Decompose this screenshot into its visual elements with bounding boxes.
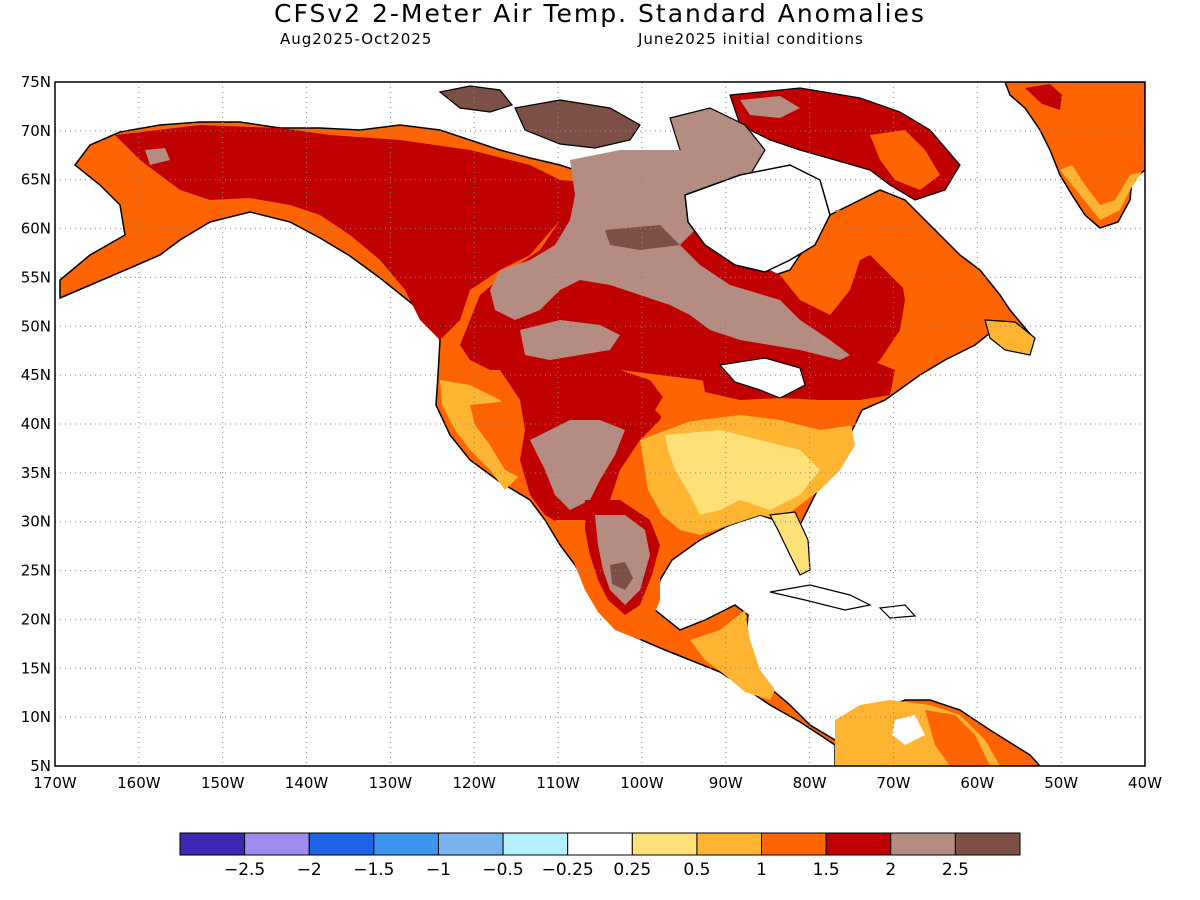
colorbar-swatch: [631, 832, 698, 856]
greenland-anomaly-0-5: [1060, 165, 1142, 220]
arctic-islands-anomaly-2-5: [740, 96, 800, 118]
colorbar-label: 1.5: [813, 860, 840, 880]
colorbar-label: −0.25: [542, 860, 594, 880]
colorbar-label: −2.5: [224, 860, 265, 880]
lon-tick-label: 100W: [620, 774, 664, 792]
colorbar-swatch: [954, 832, 1021, 856]
lon-tick-label: 50W: [1044, 774, 1078, 792]
lat-tick-label: 30N: [21, 513, 51, 531]
colorbar-swatch: [437, 832, 504, 856]
mexico-anomaly-3: [610, 562, 633, 590]
hudson-bay: [684, 164, 831, 273]
lon-tick-label: 160W: [117, 774, 161, 792]
florida: [769, 511, 811, 576]
lat-tick-label: 10N: [21, 708, 51, 726]
central-america-anomaly-1: [690, 610, 775, 700]
map-gridlines: [55, 82, 1145, 766]
lon-tick-label: 70W: [877, 774, 911, 792]
lat-tick-label: 75N: [21, 73, 51, 91]
longitude-tick-labels: 170W 160W 150W 140W 130W 120W 110W 100W 90W 80W 70…: [33, 774, 1162, 792]
latitude-tick-labels: 75N 70N 65N 60N 55N 50N 45N 40N 35N 30N 25N 20N 15N 1…: [21, 73, 51, 775]
colorbar-label: 0.5: [683, 860, 710, 880]
lat-tick-label: 15N: [21, 659, 51, 677]
hudson-region-anomaly-2-5: [490, 150, 850, 360]
us-southeast-anomaly-0-5: [665, 430, 820, 515]
lon-tick-label: 60W: [960, 774, 994, 792]
lon-tick-label: 110W: [536, 774, 580, 792]
colorbar-label: 2.5: [942, 860, 969, 880]
hispaniola: [878, 604, 917, 619]
colorbar-label: 1: [756, 860, 767, 880]
colorbar-label: −2: [297, 860, 322, 880]
lat-tick-label: 45N: [21, 366, 51, 384]
plot-frame: [54, 81, 1146, 767]
labrador-anomaly-1-5: [835, 210, 975, 315]
greenland-anomaly-2: [1025, 84, 1062, 110]
colorbar-swatch: [567, 832, 633, 856]
colorbar-swatch: [502, 832, 569, 856]
lon-tick-label: 140W: [285, 774, 329, 792]
colorbar: −2.5 −2 −1.5 −1 −0.5 −0.25 0.25 0.5 1 1.5 2 2.5: [179, 832, 1021, 880]
south-america-anomaly-1-5: [925, 710, 990, 766]
alaska-anomaly-2: [115, 125, 560, 340]
lon-tick-label: 90W: [709, 774, 743, 792]
colorbar-swatch: [244, 832, 310, 856]
lat-tick-label: 65N: [21, 171, 51, 189]
colorbar-swatch: [696, 832, 763, 856]
cuba: [769, 584, 872, 611]
great-lakes: [718, 357, 806, 399]
colorbar-swatch: [308, 832, 375, 856]
lat-tick-label: 55N: [21, 268, 51, 286]
lat-tick-label: 70N: [21, 122, 51, 140]
lat-tick-label: 25N: [21, 562, 51, 580]
victoria-island: [514, 99, 641, 149]
hudson-region-anomaly-3: [605, 225, 680, 250]
initial-conditions: June2025 initial conditions: [638, 30, 864, 48]
colorbar-swatch: [890, 832, 956, 856]
lon-tick-label: 130W: [369, 774, 413, 792]
lat-tick-label: 20N: [21, 610, 51, 628]
colorbar-swatch: [825, 832, 892, 856]
map-title: CFSv2 2-Meter Air Temp. Standard Anomali…: [274, 0, 926, 28]
lat-tick-label: 40N: [21, 415, 51, 433]
colorbar-label: 0.25: [613, 860, 651, 880]
lat-tick-label: 35N: [21, 464, 51, 482]
four-corners-anomaly-2-5: [530, 420, 625, 510]
banks-island: [438, 85, 514, 113]
colorbar-swatch: [761, 832, 827, 856]
colorbar-label: −1: [426, 860, 451, 880]
colorbar-swatch: [373, 832, 439, 856]
lon-tick-label: 150W: [201, 774, 245, 792]
lat-tick-label: 60N: [21, 220, 51, 238]
lon-tick-label: 120W: [452, 774, 496, 792]
newfoundland-anomaly-1: [984, 319, 1036, 356]
lon-tick-label: 80W: [793, 774, 827, 792]
map-plot-area: [54, 81, 1146, 767]
colorbar-label: −1.5: [353, 860, 394, 880]
colorbar-label: 2: [885, 860, 896, 880]
lat-tick-label: 50N: [21, 317, 51, 335]
south-america-anomaly-0-25: [892, 715, 925, 745]
mexico-anomaly-2-5: [595, 515, 650, 605]
colorbar-label: −0.5: [482, 860, 523, 880]
alaska-anomaly-2-5: [145, 148, 170, 165]
lat-tick-label: 5N: [30, 757, 51, 775]
lon-tick-label: 40W: [1128, 774, 1162, 792]
colorbar-swatch: [179, 832, 246, 856]
anomaly-fields: [59, 82, 1145, 766]
lon-tick-label: 170W: [33, 774, 77, 792]
arctic-islands-anomaly-1-5: [870, 130, 940, 190]
forecast-period: Aug2025-Oct2025: [280, 30, 433, 48]
plains-anomaly-2-5: [520, 320, 620, 360]
